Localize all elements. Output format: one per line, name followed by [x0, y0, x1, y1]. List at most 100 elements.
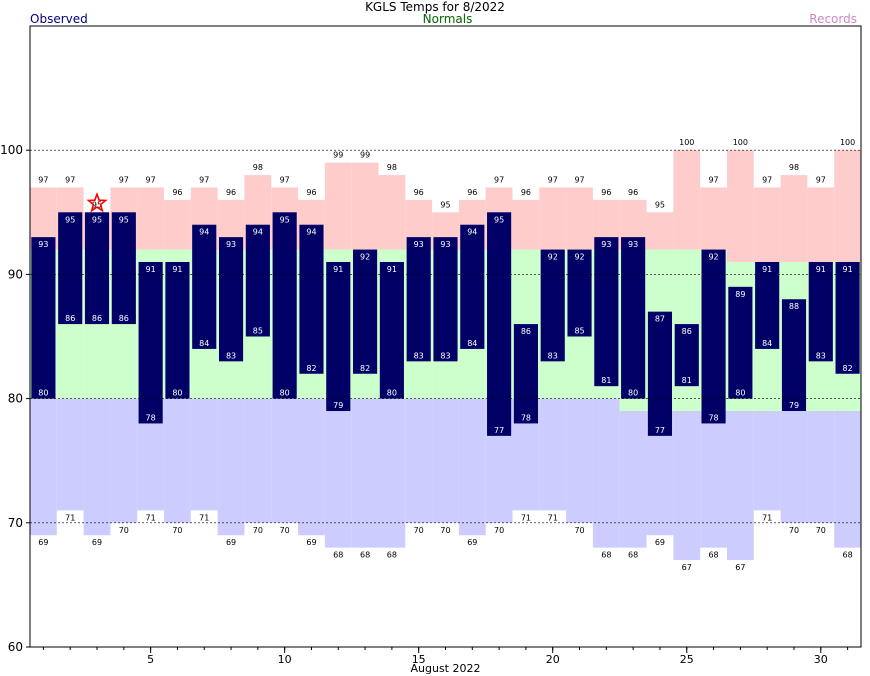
observed-bar — [165, 261, 190, 399]
x-tick-label: 15 — [412, 653, 426, 666]
observed-bar — [701, 249, 726, 424]
record-high-label: 96 — [172, 188, 182, 197]
observed-low-label: 83 — [226, 351, 236, 360]
record-low-label: 68 — [333, 551, 343, 560]
observed-bar — [353, 249, 378, 374]
record-high-label: 95 — [92, 200, 102, 209]
observed-bar — [192, 224, 217, 349]
observed-low-label: 83 — [414, 351, 424, 360]
legend-normals: Normals — [422, 12, 473, 26]
record-low-label: 68 — [628, 551, 638, 560]
observed-high-label: 92 — [574, 253, 584, 262]
observed-bar — [621, 237, 646, 399]
observed-high-label: 91 — [843, 265, 853, 274]
record-low-band — [592, 398, 620, 548]
observed-high-label: 88 — [789, 302, 799, 311]
record-low-label: 71 — [548, 513, 558, 522]
record-low-band — [753, 411, 781, 511]
observed-bar — [674, 324, 699, 387]
record-low-band — [780, 411, 808, 523]
x-tick-label: 30 — [814, 653, 828, 666]
record-low-label: 67 — [735, 563, 745, 572]
observed-low-label: 84 — [762, 339, 772, 348]
y-tick-label: 90 — [8, 267, 23, 281]
observed-bar — [433, 237, 458, 362]
observed-low-label: 86 — [119, 314, 129, 323]
record-high-label: 95 — [655, 200, 665, 209]
record-low-label: 70 — [280, 526, 290, 535]
record-low-label: 71 — [146, 513, 156, 522]
record-high-label: 96 — [414, 188, 424, 197]
record-high-band — [512, 199, 540, 250]
observed-low-label: 78 — [708, 413, 718, 422]
record-low-label: 71 — [65, 513, 75, 522]
record-high-band — [807, 187, 835, 262]
observed-low-label: 80 — [387, 389, 397, 398]
record-high-label: 97 — [548, 175, 558, 184]
observed-bar — [835, 261, 860, 374]
observed-high-label: 93 — [414, 240, 424, 249]
observed-high-label: 86 — [682, 327, 692, 336]
record-high-label: 95 — [440, 200, 450, 209]
observed-bar — [513, 324, 538, 424]
observed-low-label: 79 — [333, 401, 343, 410]
record-low-band — [726, 411, 754, 561]
record-low-label: 68 — [387, 551, 397, 560]
observed-high-label: 92 — [548, 253, 558, 262]
value-labels: 93 80 97 69 95 86 97 71 95 86 95 69 95 86 97 70 91 78 97 71… — [38, 138, 855, 572]
record-low-label: 69 — [306, 538, 316, 547]
record-low-label: 69 — [467, 538, 477, 547]
record-high-label: 96 — [601, 188, 611, 197]
record-low-band — [217, 398, 245, 536]
record-high-label: 96 — [306, 188, 316, 197]
observed-bar — [406, 237, 431, 362]
record-high-label: 97 — [199, 175, 209, 184]
observed-bar — [567, 249, 592, 337]
observed-low-label: 85 — [574, 327, 584, 336]
observed-bar — [460, 224, 485, 349]
observed-bar — [326, 261, 351, 412]
record-high-label: 97 — [762, 175, 772, 184]
observed-bar — [111, 212, 136, 325]
observed-bar — [84, 212, 110, 325]
record-low-band — [83, 398, 111, 536]
observed-bar — [379, 261, 404, 399]
record-low-band — [700, 411, 727, 548]
record-low-label: 69 — [655, 538, 665, 547]
observed-high-label: 89 — [735, 290, 745, 299]
observed-bar — [245, 224, 270, 337]
observed-low-label: 82 — [360, 364, 370, 373]
observed-low-label: 81 — [682, 376, 692, 385]
record-high-band — [164, 199, 191, 250]
observed-high-label: 91 — [172, 265, 182, 274]
observed-high-label: 94 — [253, 228, 263, 237]
record-star — [86, 192, 108, 213]
record-high-label: 97 — [280, 175, 290, 184]
record-high-label: 96 — [628, 188, 638, 197]
record-low-band — [539, 398, 567, 511]
record-low-band — [673, 411, 701, 561]
record-low-label: 69 — [92, 538, 102, 547]
y-tick-label: 60 — [8, 640, 23, 654]
record-high-label: 97 — [494, 175, 504, 184]
observed-high-label: 91 — [333, 265, 343, 274]
observed-low-label: 83 — [816, 351, 826, 360]
observed-low-label: 80 — [735, 389, 745, 398]
record-high-label: 98 — [387, 163, 397, 172]
record-low-label: 70 — [789, 526, 799, 535]
observed-bar — [540, 249, 565, 362]
record-low-label: 68 — [708, 551, 718, 560]
record-low-label: 69 — [38, 538, 48, 547]
record-high-label: 97 — [574, 175, 584, 184]
record-low-band — [432, 398, 459, 523]
record-low-band — [324, 398, 352, 548]
observed-bars — [31, 212, 860, 436]
record-high-label: 99 — [333, 151, 343, 160]
observed-high-label: 87 — [655, 315, 665, 324]
x-tick-label: 5 — [147, 653, 154, 666]
gridlines — [30, 149, 861, 524]
observed-bar — [647, 311, 673, 436]
observed-low-label: 77 — [494, 426, 504, 435]
x-tick-label: 20 — [546, 653, 560, 666]
